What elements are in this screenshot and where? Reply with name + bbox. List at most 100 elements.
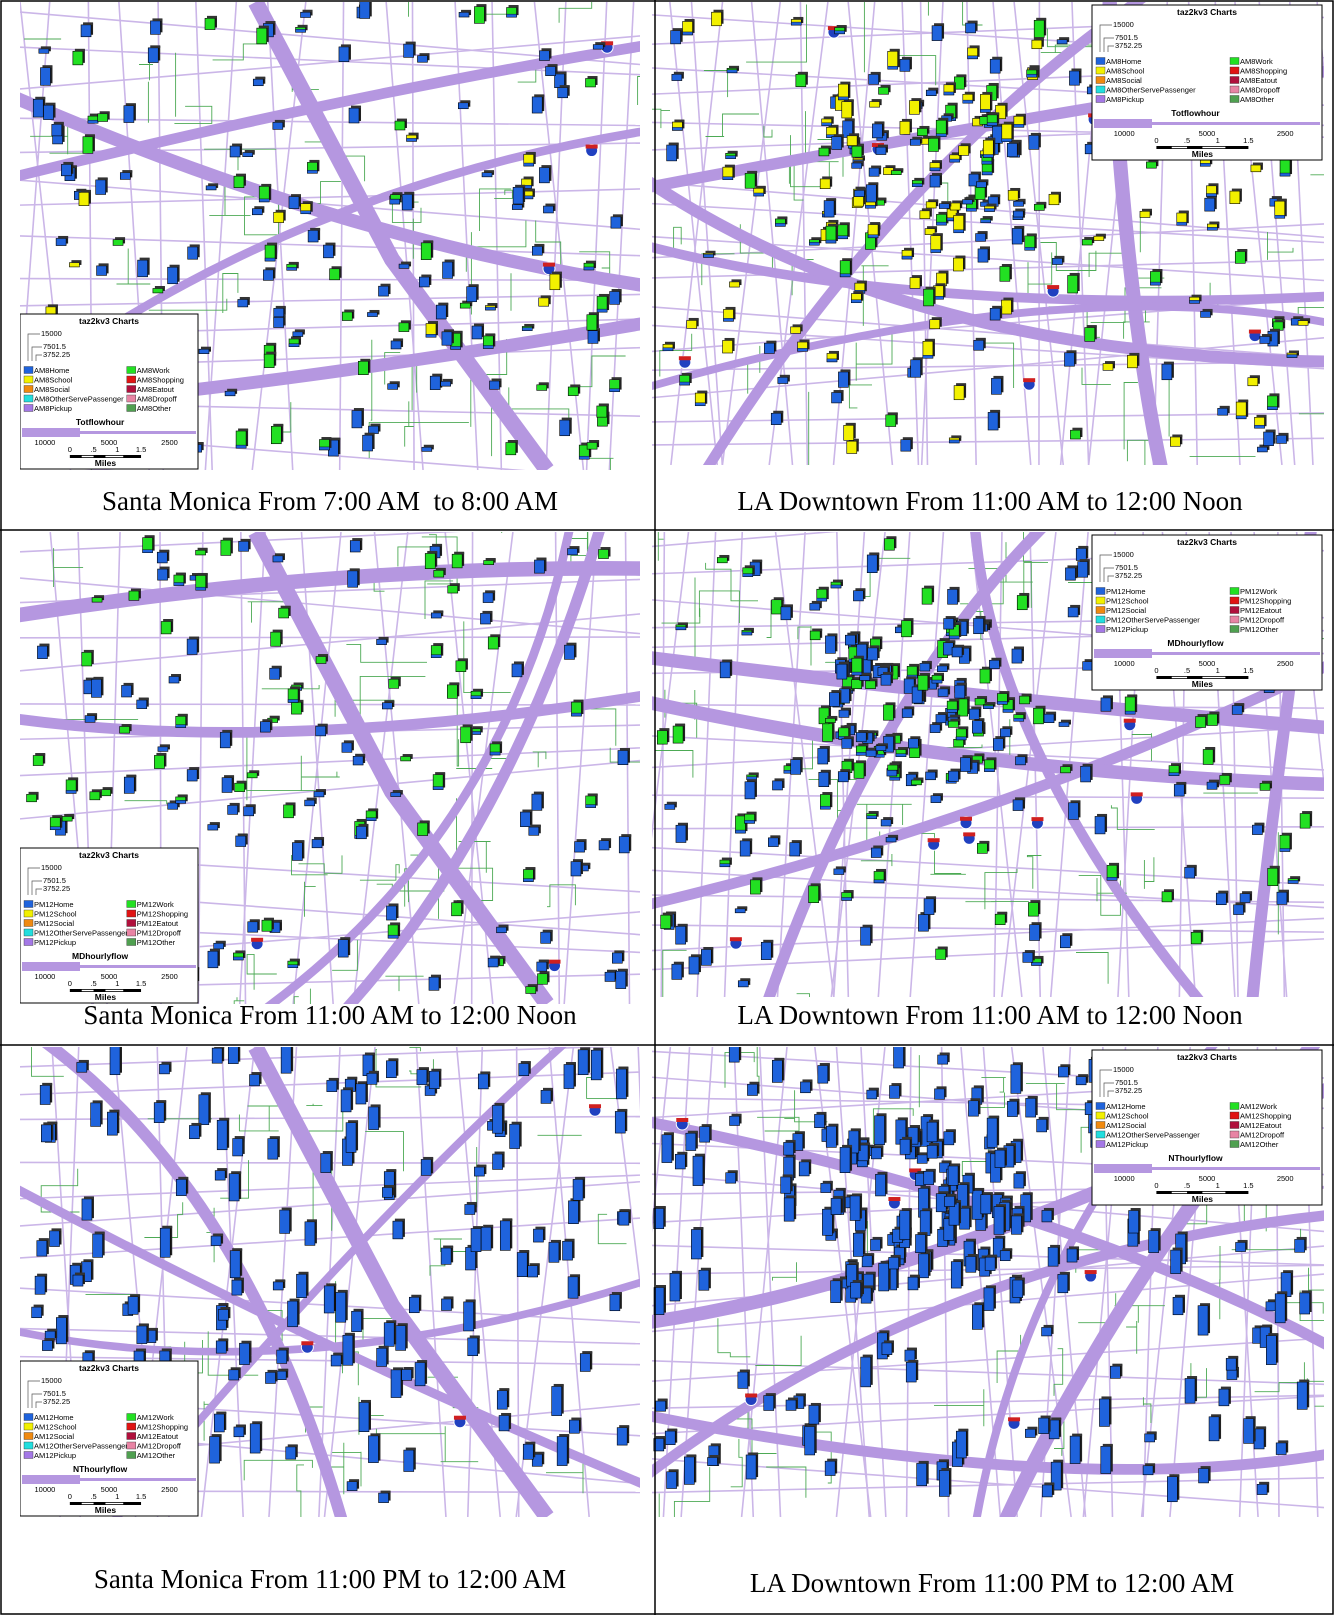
- flow-glyph-top: [1272, 196, 1282, 199]
- flow-glyph: [926, 90, 936, 96]
- flow-glyph-top: [847, 723, 857, 726]
- flow-glyph: [510, 1124, 520, 1148]
- legend-swatch: [24, 1414, 33, 1421]
- legend-swatch: [127, 939, 136, 946]
- flow-glyph-top: [995, 1236, 1005, 1239]
- flow-glyph-top: [1002, 264, 1012, 267]
- flow-glyph-base: [838, 236, 848, 239]
- flow-glyph: [868, 648, 878, 660]
- flow-glyph: [546, 67, 556, 76]
- flow-glyph-top: [252, 1421, 262, 1424]
- flow-glyph: [402, 1370, 412, 1381]
- flow-glyph-top: [536, 558, 546, 561]
- flow-glyph-top: [982, 92, 992, 95]
- flow-glyph: [549, 1242, 559, 1262]
- flow-glyph-top: [910, 1125, 920, 1128]
- flow-glyph: [821, 1183, 831, 1192]
- flow-glyph: [1162, 364, 1172, 380]
- flow-glyph: [452, 903, 462, 916]
- flow-glyph-top: [891, 1083, 901, 1086]
- flow-glyph-top: [100, 111, 110, 114]
- flow-glyph: [1171, 1250, 1181, 1274]
- interstate-shield-top: [1047, 285, 1059, 289]
- flow-glyph: [384, 1323, 394, 1347]
- flow-glyph-top: [473, 689, 483, 692]
- interstate-shield-top: [960, 817, 972, 821]
- flow-glyph: [208, 825, 218, 830]
- flow-glyph-top: [48, 304, 58, 307]
- flow-glyph-top: [1030, 900, 1040, 903]
- flow-glyph-top: [1266, 430, 1276, 433]
- flow-label: 2500: [1277, 129, 1294, 138]
- flow-glyph-top: [443, 379, 453, 382]
- flow-glyph: [981, 1195, 991, 1214]
- flow-glyph-top: [34, 1305, 44, 1308]
- flow-glyph: [441, 381, 451, 386]
- flow-glyph-base: [388, 935, 398, 938]
- flow-glyph-top: [612, 377, 622, 380]
- legend-label: AM12School: [34, 1423, 77, 1432]
- flow-glyph: [483, 593, 493, 603]
- flow-glyph-top: [970, 45, 980, 48]
- flow-glyph: [684, 1457, 694, 1484]
- flow-glyph-top: [859, 1137, 869, 1140]
- flow-glyph-top: [840, 369, 850, 372]
- flow-glyph-top: [871, 72, 881, 75]
- flow-glyph: [901, 621, 911, 637]
- legend-label: AM12Home: [34, 1413, 74, 1422]
- flow-glyph-top: [910, 1275, 920, 1278]
- flow-glyph: [1143, 1466, 1153, 1475]
- flow-glyph-base: [1207, 227, 1217, 230]
- flow-glyph: [390, 195, 400, 200]
- legend-label: AM12Work: [137, 1413, 174, 1422]
- flow-glyph-top: [230, 803, 240, 806]
- flow-glyph: [537, 974, 547, 985]
- flow-glyph-top: [1209, 222, 1219, 225]
- flow-glyph-base: [1014, 718, 1024, 721]
- flow-glyph: [336, 1292, 346, 1322]
- flow-glyph-top: [341, 44, 351, 47]
- flow-glyph-base: [579, 456, 589, 459]
- flow-glyph: [90, 792, 100, 800]
- flow-glyph-top: [976, 338, 986, 341]
- flow-glyph-top: [669, 1469, 679, 1472]
- flow-glyph-top: [833, 1278, 843, 1281]
- flow-glyph-top: [490, 956, 500, 959]
- flow-glyph-top: [826, 198, 836, 201]
- flow-glyph-base: [597, 309, 607, 312]
- flow-glyph-top: [198, 548, 208, 551]
- legend-swatch: [127, 910, 136, 917]
- flow-glyph-top: [466, 1299, 476, 1302]
- flow-glyph: [930, 725, 940, 733]
- flow-glyph-top: [35, 753, 45, 756]
- flow-glyph-top: [326, 1283, 336, 1286]
- scale-bar-segment: [105, 456, 123, 457]
- legend-label: PM12Other: [137, 938, 176, 947]
- flow-glyph: [1257, 447, 1267, 452]
- flow-glyph-base: [817, 598, 827, 601]
- flow-glyph: [954, 739, 964, 747]
- flow-glyph-top: [1254, 823, 1264, 826]
- flow-glyph-base: [1206, 194, 1216, 197]
- flow-glyph: [402, 194, 412, 210]
- flow-glyph-top: [240, 297, 250, 300]
- flow-glyph-base: [966, 208, 976, 211]
- flow-glyph-top: [728, 151, 738, 154]
- scale-label: 1: [115, 1492, 119, 1501]
- flow-glyph-top: [551, 1240, 561, 1243]
- legend-label: PM12Home: [34, 900, 74, 909]
- flow-glyph-top: [886, 536, 896, 539]
- flow-glyph-top: [932, 160, 942, 163]
- flow-glyph: [1058, 1067, 1068, 1077]
- flow-glyph-top: [1151, 1228, 1161, 1231]
- scale-label: 1.5: [136, 979, 146, 988]
- flow-glyph-top: [902, 1137, 912, 1140]
- flow-glyph-top: [1238, 400, 1248, 403]
- flow-glyph-top: [444, 329, 454, 332]
- flow-glyph-top: [403, 754, 413, 757]
- flow-glyph-top: [265, 21, 275, 24]
- flow-glyph-top: [1072, 428, 1082, 431]
- flow-glyph-top: [347, 1077, 357, 1080]
- scale-unit: Miles: [1192, 1194, 1214, 1204]
- legend-label: AM12Eatout: [137, 1432, 179, 1441]
